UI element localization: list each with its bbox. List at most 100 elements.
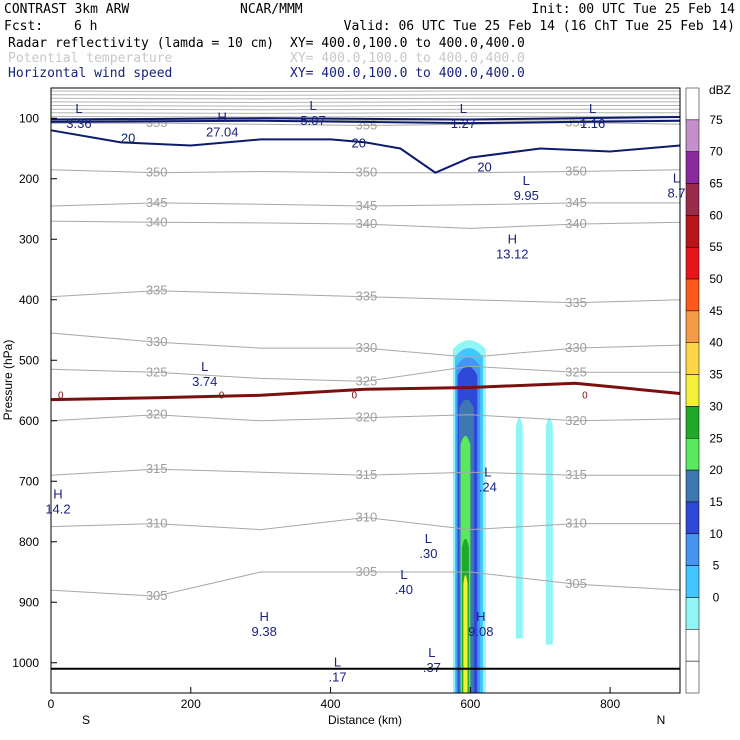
theta-contour-315 [50,468,680,476]
theta-label: 335 [356,289,378,304]
wind-extremum-value: 14.2 [45,502,70,517]
theta-contour-325 [50,365,680,382]
theta-label: 325 [356,373,378,388]
x-tick-label: 400 [321,697,341,711]
wind-contour-upper [50,116,681,121]
colorbar-swatch [685,278,700,312]
wind-extremum-value: 9.95 [514,188,539,203]
wind-extremum-value: .37 [423,660,441,675]
field-theta-xy: XY= 400.0,100.0 to 400.0,400.0 [290,51,525,66]
colorbar-swatch [685,119,700,152]
fcst-value: 6 h [74,19,97,34]
x-tick-label: 0 [48,697,55,711]
freezing-level-line [50,381,681,402]
colorbar-label: 40 [709,336,723,350]
freezing-level-label: 0 [352,390,358,401]
colorbar-swatch [685,565,700,598]
theta-upper-line [50,90,680,93]
colorbar-swatch [685,406,700,439]
colorbar-swatch [685,660,700,694]
theta-label: 345 [565,195,587,210]
theta-label: 330 [565,340,587,355]
theta-label: 350 [146,165,168,180]
theta-label: 315 [146,461,168,476]
wind-extremum-value: 8.7 [667,185,685,200]
x-tick-label: 600 [460,697,480,711]
theta-label: 345 [146,195,168,210]
reflectivity-cell-40dbz [463,575,468,693]
theta-label: 350 [356,165,378,180]
theta-upper-line [50,94,680,96]
colorbar-label: 70 [709,145,723,159]
colorbar-label: 0 [713,590,720,604]
theta-label: 320 [565,413,587,428]
wind-low-marker: L [309,98,316,113]
wind-contour-label: 20 [477,160,491,175]
theta-upper-line [50,112,680,114]
colorbar-label: 15 [709,495,723,509]
colorbar-swatch [685,246,700,280]
theta-label: 315 [356,467,378,482]
y-tick-label: 400 [19,293,39,307]
theta-contour-345 [50,202,680,207]
colorbar-swatch [685,629,700,662]
wind-high-marker: H [476,609,485,624]
colorbar-swatch [685,183,700,216]
theta-contour-340 [50,220,681,229]
theta-label: 325 [565,364,587,379]
y-tick-label: 600 [19,414,39,428]
freezing-level-label: 0 [219,390,225,401]
colorbar-label: 10 [709,527,723,541]
y-tick-label: 500 [19,353,39,367]
theta-label: 350 [565,163,587,178]
theta-upper-line [50,101,680,104]
wind-extremum-value: .24 [479,480,497,495]
wind-low-marker: L [428,645,435,660]
freezing-level-label: 0 [582,390,588,401]
theta-label: 340 [565,216,587,231]
wind-low-marker: L [201,359,208,374]
colorbar-swatch [685,151,700,184]
wind-low-marker: L [484,465,491,480]
wind-extremum-value: 3.36 [66,116,91,131]
colorbar-swatch [685,597,700,630]
init-time: Init: 00 UTC Tue 25 Feb 14 [532,2,736,17]
colorbar-swatch [685,215,700,248]
theta-contour-330 [50,332,681,358]
theta-label: 310 [356,510,378,525]
colorbar-swatch [685,501,700,535]
theta-contour-335 [50,290,681,304]
x-axis: 0 200 400 600 800 [48,687,620,711]
y-tick-label: 700 [19,474,39,488]
colorbar-label: 20 [709,463,723,477]
x-tick-label: 800 [600,697,620,711]
y-tick-label: 800 [19,535,39,549]
y-tick-label: 900 [19,595,39,609]
colorbar-swatch [685,438,700,471]
theta-label: 335 [565,295,587,310]
theta-upper-line [50,97,680,100]
reflectivity-layer [452,340,553,693]
wind-extrema-labels: L3.36 H27.04L5.07L1.27L1.16L9.95L8.7H13.1… [45,98,685,684]
colorbar-swatch [685,374,700,407]
wind-contour-label: 20 [121,131,135,146]
colorbar-label: 5 [713,559,720,573]
field-reflectivity-xy: XY= 400.0,100.0 to 400.0,400.0 [290,36,525,51]
theta-label: 330 [146,334,168,349]
y-axis-label: Pressure (hPa) [1,340,15,421]
wind-low-marker: L [75,101,82,116]
wind-low-marker: L [589,101,596,116]
wind-extremum-value: .17 [329,669,347,684]
colorbar-label: 25 [709,431,723,445]
theta-label: 315 [565,467,587,482]
valid-time: Valid: 06 UTC Tue 25 Feb 14 (16 ChT Tue … [344,19,735,34]
colorbar-label: 35 [709,368,723,382]
field-theta: Potential temperature [8,51,173,66]
wind-extremum-value: 27.04 [206,124,239,139]
theta-label: 330 [356,340,378,355]
x-axis-label: Distance (km) [328,713,402,727]
colorbar-label: 30 [709,399,723,413]
colorbar-label: 55 [709,240,723,254]
